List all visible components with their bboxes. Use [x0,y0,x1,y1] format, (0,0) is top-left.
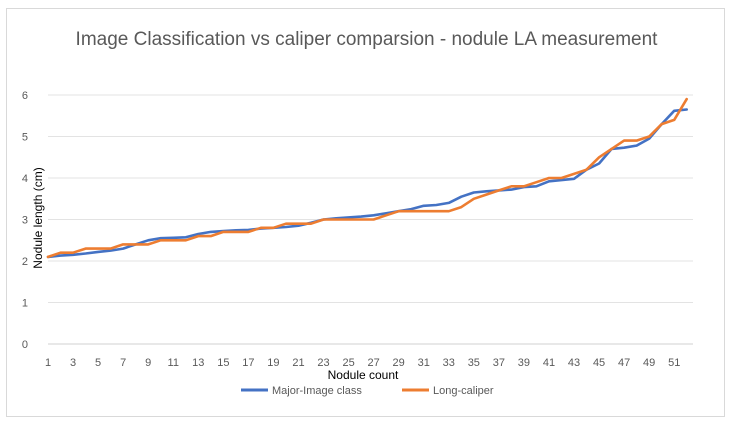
x-tick-label: 51 [668,357,680,369]
y-axis-label: Nodule length (cm) [31,167,45,268]
x-tick-label: 19 [267,357,279,369]
series-lines [46,97,689,259]
x-tick-label: 35 [468,357,480,369]
y-tick-label: 5 [22,132,28,144]
legend-label: Major-Image class [272,385,362,397]
x-tick-label: 37 [493,357,505,369]
y-axis-ticks: 0 1 2 3 4 5 6 [22,90,28,351]
x-tick-label: 23 [317,357,329,369]
y-tick-label: 3 [22,215,28,227]
x-tick-label: 1 [45,357,51,369]
chart-title: Image Classification vs caliper comparsi… [75,29,658,50]
y-tick-label: 1 [22,298,28,310]
x-tick-label: 45 [593,357,605,369]
x-tick-label: 43 [568,357,580,369]
x-tick-label: 21 [292,357,304,369]
x-tick-label: 15 [217,357,229,369]
x-tick-label: 13 [192,357,204,369]
x-tick-label: 47 [618,357,630,369]
x-tick-label: 5 [95,357,101,369]
gridlines [48,94,693,345]
x-axis-ticks: 1 3 5 7 9 11 13 15 17 19 21 23 25 27 29 31 33 35 37 39 41 43 4… [45,357,680,369]
x-tick-label: 25 [342,357,354,369]
series-line-long-caliper [46,97,689,259]
x-axis-label: Nodule count [328,368,399,382]
x-tick-label: 31 [418,357,430,369]
x-tick-label: 17 [242,357,254,369]
x-tick-label: 29 [393,357,405,369]
legend: Major-Image class Long-caliper [241,385,494,397]
series-line-major-image-class [46,108,689,259]
x-tick-label: 3 [70,357,76,369]
x-tick-label: 7 [120,357,126,369]
x-tick-label: 27 [368,357,380,369]
x-tick-label: 11 [168,357,179,369]
y-tick-label: 4 [22,173,28,185]
y-tick-label: 2 [22,256,28,268]
x-tick-label: 41 [543,357,555,369]
x-tick-label: 39 [518,357,530,369]
legend-label: Long-caliper [433,385,494,397]
x-tick-label: 49 [643,357,655,369]
y-tick-label: 0 [22,339,28,351]
chart-frame [6,8,725,417]
x-tick-label: 33 [443,357,455,369]
y-tick-label: 6 [22,90,28,102]
x-tick-label: 9 [145,357,151,369]
